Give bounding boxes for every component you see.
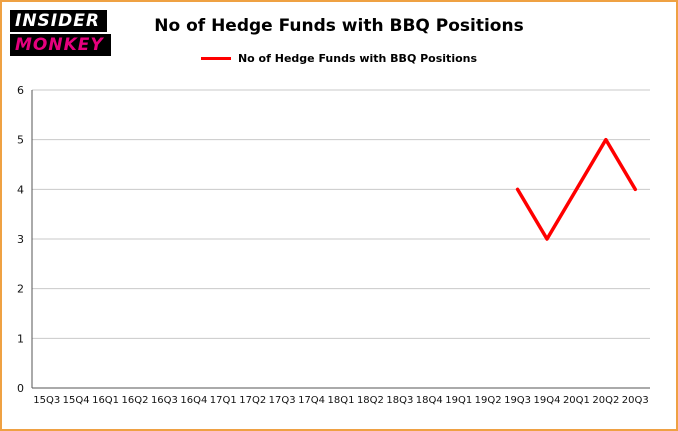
svg-text:19Q1: 19Q1 (445, 395, 472, 406)
svg-text:6: 6 (17, 84, 24, 97)
svg-text:0: 0 (17, 382, 24, 395)
svg-text:3: 3 (17, 233, 24, 246)
svg-text:17Q4: 17Q4 (298, 395, 325, 406)
svg-text:18Q4: 18Q4 (416, 395, 443, 406)
svg-text:2: 2 (17, 283, 24, 296)
insider-monkey-logo: INSIDER MONKEY (10, 10, 111, 56)
legend-line-swatch (200, 57, 231, 60)
svg-text:19Q3: 19Q3 (504, 395, 531, 406)
svg-text:17Q3: 17Q3 (269, 395, 296, 406)
svg-text:16Q2: 16Q2 (122, 395, 149, 406)
svg-text:15Q4: 15Q4 (63, 395, 90, 406)
svg-text:16Q4: 16Q4 (180, 395, 207, 406)
svg-text:20Q3: 20Q3 (622, 395, 649, 406)
svg-text:15Q3: 15Q3 (33, 395, 60, 406)
svg-text:17Q2: 17Q2 (239, 395, 266, 406)
svg-text:1: 1 (17, 332, 24, 345)
legend: No of Hedge Funds with BBQ Positions (2, 52, 676, 65)
legend-label: No of Hedge Funds with BBQ Positions (237, 52, 478, 65)
svg-text:18Q1: 18Q1 (328, 395, 355, 406)
svg-text:19Q2: 19Q2 (475, 395, 502, 406)
svg-text:19Q4: 19Q4 (534, 395, 561, 406)
logo-monkey-text: MONKEY (10, 34, 111, 56)
logo-insider-text: INSIDER (10, 10, 107, 32)
chart-title: No of Hedge Funds with BBQ Positions (154, 16, 524, 36)
svg-text:18Q2: 18Q2 (357, 395, 384, 406)
svg-text:16Q1: 16Q1 (92, 395, 119, 406)
svg-text:20Q2: 20Q2 (592, 395, 619, 406)
svg-text:5: 5 (17, 134, 24, 147)
chart-header: No of Hedge Funds with BBQ Positions No … (2, 16, 676, 65)
svg-text:17Q1: 17Q1 (210, 395, 237, 406)
svg-text:4: 4 (17, 183, 24, 196)
svg-text:18Q3: 18Q3 (386, 395, 413, 406)
svg-text:16Q3: 16Q3 (151, 395, 178, 406)
svg-text:20Q1: 20Q1 (563, 395, 590, 406)
